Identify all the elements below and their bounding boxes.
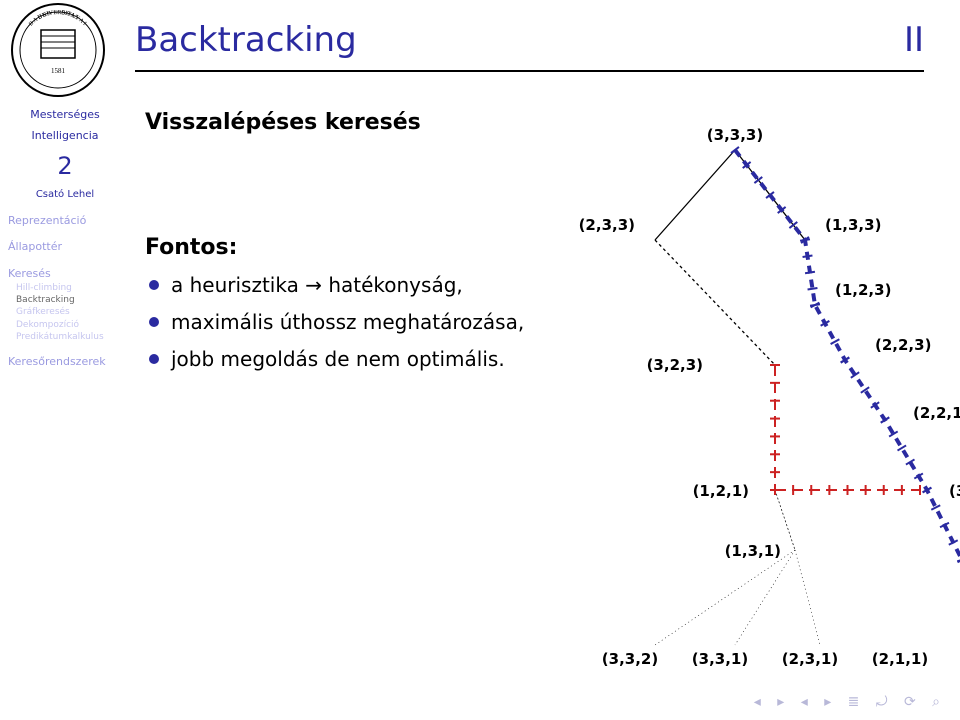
svg-text:(3,3,3): (3,3,3) <box>707 126 763 144</box>
sidebar-item[interactable]: Hill-climbing <box>0 282 130 294</box>
sidebar-item[interactable]: Keresőrendszerek <box>0 355 130 370</box>
bullet-list: a heurisztika → hatékonyság, maximális út… <box>145 272 525 373</box>
svg-text:(1,3,1): (1,3,1) <box>725 542 781 560</box>
slide-title: Backtracking <box>135 20 357 60</box>
sidebar-item[interactable]: Backtracking <box>0 294 130 306</box>
sidebar-lecture-number: 2 <box>0 150 130 182</box>
svg-text:(2,3,1): (2,3,1) <box>782 650 838 668</box>
sidebar-item[interactable]: Predikátumkalkulus <box>0 331 130 343</box>
svg-text:(3,3,2): (3,3,2) <box>602 650 658 668</box>
svg-text:(3,3,1): (3,3,1) <box>692 650 748 668</box>
slide-header: Backtracking II <box>0 0 960 100</box>
svg-text:(2,2,1): (2,2,1) <box>913 404 960 422</box>
svg-text:(2,3,3): (2,3,3) <box>579 216 635 234</box>
slide-title-count: II <box>904 20 924 60</box>
sidebar-author: Csató Lehel <box>0 188 130 202</box>
sidebar: Mesterséges Intelligencia 2 Csató Lehel … <box>0 108 130 370</box>
sidebar-item[interactable]: Állapottér <box>0 240 130 255</box>
bullet-item: jobb megoldás de nem optimális. <box>145 346 525 373</box>
sidebar-item[interactable]: Reprezentáció <box>0 214 130 229</box>
sidebar-item[interactable]: Gráfkeresés <box>0 306 130 318</box>
svg-text:(3,2,1): (3,2,1) <box>949 482 960 500</box>
sidebar-course-line2: Intelligencia <box>0 129 130 144</box>
title-rule <box>135 70 924 72</box>
svg-text:(1,3,3): (1,3,3) <box>825 216 881 234</box>
sidebar-item[interactable]: Keresés <box>0 267 130 282</box>
bullet-item: a heurisztika → hatékonyság, <box>145 272 525 299</box>
svg-text:(2,1,1): (2,1,1) <box>872 650 928 668</box>
svg-text:(1,2,3): (1,2,3) <box>835 281 891 299</box>
bullet-item: maximális úthossz meghatározása, <box>145 309 525 336</box>
svg-text:(2,2,3): (2,2,3) <box>875 336 931 354</box>
slide-body: Visszalépéses keresés Fontos: a heuriszt… <box>145 110 940 670</box>
sidebar-item[interactable]: Dekompozíció <box>0 319 130 331</box>
search-tree-diagram: (3,3,3) (2,3,3) (1,3,3) (1,2,3) (2,2,3) (3,2,… <box>525 120 960 680</box>
slide-root: 1581 UNIVERSITAS · BABES – BOLYAI · Back… <box>0 0 960 720</box>
svg-text:(1,2,1): (1,2,1) <box>693 482 749 500</box>
beamer-nav-icons[interactable]: ◂ ▸ ◂ ▸ ≣ ⤾ ⟳ ⌕ <box>754 694 946 710</box>
svg-text:(3,2,3): (3,2,3) <box>647 356 703 374</box>
sidebar-course-line1: Mesterséges <box>0 108 130 123</box>
